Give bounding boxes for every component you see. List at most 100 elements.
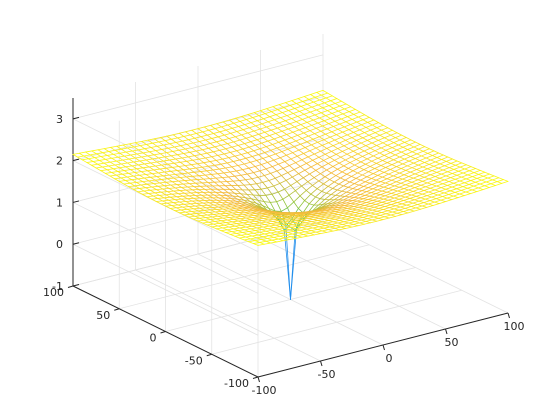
mesh-segment	[212, 185, 218, 190]
mesh-segment	[430, 174, 436, 177]
mesh-segment	[309, 111, 316, 116]
mesh-segment	[331, 222, 339, 225]
mesh-segment	[355, 201, 363, 205]
mesh-segment	[476, 175, 484, 179]
mesh-segment	[263, 118, 269, 123]
mesh-segment	[347, 183, 355, 188]
mesh-segment	[309, 169, 317, 175]
mesh-segment	[206, 170, 212, 175]
mesh-segment	[323, 118, 331, 122]
mesh-segment	[268, 180, 275, 187]
mesh-segment	[133, 145, 141, 148]
mesh-segment	[318, 225, 326, 228]
mesh-segment	[329, 179, 335, 183]
mesh-segment	[270, 241, 278, 244]
mesh-segment	[315, 125, 323, 129]
mesh-segment	[332, 123, 341, 127]
mesh-segment	[288, 194, 295, 203]
mesh-segment	[285, 179, 292, 186]
mesh-segment	[248, 167, 254, 173]
mesh-segment	[246, 232, 255, 235]
mesh-segment	[86, 162, 92, 166]
mesh-segment	[337, 221, 345, 224]
mesh-segment	[178, 165, 186, 167]
mesh-segment	[417, 179, 424, 182]
mesh-segment	[329, 175, 337, 180]
mesh-segment	[205, 138, 213, 141]
mesh-segment	[467, 172, 475, 176]
mesh-segment	[318, 199, 326, 206]
mesh-segment	[194, 155, 200, 160]
mesh-segment	[116, 160, 122, 165]
mesh-segment	[233, 141, 239, 146]
mesh-segment	[341, 199, 349, 204]
mesh-segment	[381, 188, 389, 192]
mesh-segment	[319, 99, 325, 104]
mesh-segment	[353, 129, 361, 133]
mesh-segment	[267, 238, 273, 241]
mesh-segment	[215, 158, 223, 161]
mesh-segment	[424, 146, 430, 150]
mesh-segment	[343, 124, 351, 128]
mesh-segment	[265, 144, 273, 148]
mesh-segment	[448, 178, 456, 182]
mesh-segment	[311, 104, 319, 108]
mesh-segment	[214, 128, 221, 133]
mesh-segment	[312, 138, 319, 143]
mesh-segment	[194, 137, 200, 142]
mesh-segment	[443, 192, 450, 195]
mesh-segment	[158, 140, 166, 143]
mesh-segment	[273, 218, 281, 220]
mesh-segment	[236, 129, 244, 132]
mesh-segment	[317, 104, 324, 109]
mesh-segment	[320, 94, 327, 99]
mesh-segment	[293, 143, 301, 148]
mesh-segment	[296, 155, 303, 161]
mesh-segment	[326, 221, 334, 224]
mesh-segment	[323, 136, 331, 141]
mesh-segment	[215, 227, 224, 230]
mesh-segment	[216, 188, 223, 193]
mesh-segment	[310, 193, 316, 198]
mesh-segment	[174, 199, 181, 203]
mesh-segment	[316, 188, 323, 192]
mesh-segment	[390, 190, 399, 194]
mesh-segment	[436, 154, 444, 158]
mesh-segment	[162, 199, 170, 202]
mesh-segment	[378, 170, 385, 173]
mesh-segment	[359, 145, 367, 149]
mesh-segment	[319, 169, 328, 175]
mesh-segment	[426, 182, 433, 185]
mesh-segment	[443, 190, 451, 194]
mesh-segment	[261, 121, 269, 125]
mesh-segment	[239, 157, 247, 161]
mesh-segment	[307, 224, 315, 227]
mesh-surface[interactable]	[72, 89, 509, 300]
mesh-segment	[244, 197, 253, 200]
mesh-segment	[392, 200, 398, 203]
mesh-segment	[324, 172, 332, 178]
mesh-segment	[332, 126, 339, 130]
mesh-segment	[243, 184, 251, 186]
mesh-segment	[372, 152, 381, 157]
mesh-segment	[474, 181, 481, 185]
mesh-segment	[315, 169, 321, 175]
mesh-segment	[144, 162, 152, 165]
mesh-segment	[377, 174, 383, 178]
mesh-segment	[320, 92, 329, 96]
mesh-segment	[407, 199, 415, 203]
mesh-segment	[400, 193, 408, 197]
mesh-segment	[198, 189, 204, 193]
mesh-segment	[181, 173, 187, 178]
mesh-segment	[318, 180, 324, 185]
mesh-segment	[368, 153, 374, 157]
mesh-segment	[394, 168, 402, 172]
mesh-segment	[388, 157, 394, 161]
mesh-segment	[250, 141, 256, 146]
mesh-segment	[251, 235, 258, 239]
mesh-segment	[369, 179, 377, 184]
wall-grid-line-horizontal	[72, 202, 259, 294]
mesh-segment	[273, 119, 280, 124]
mesh-segment	[404, 139, 412, 143]
